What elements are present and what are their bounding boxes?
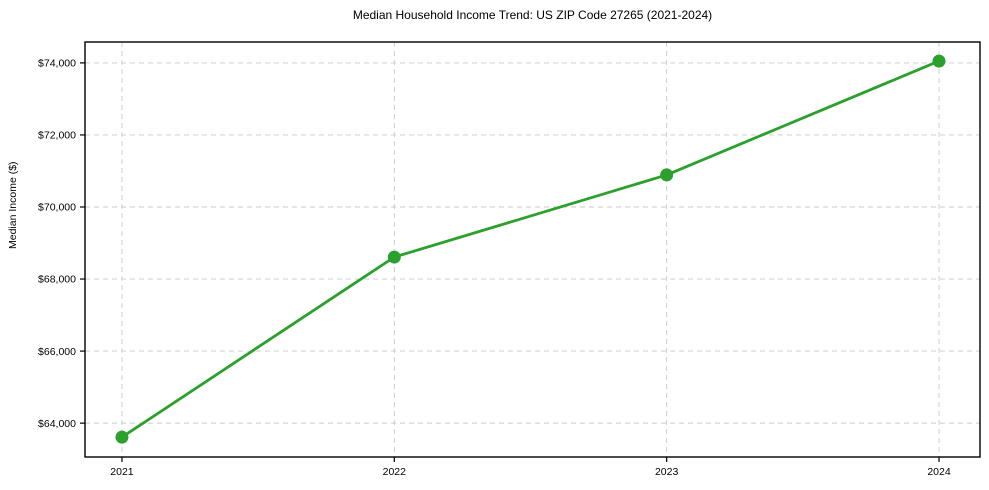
data-point-2022 <box>387 250 401 264</box>
trend-line <box>120 59 941 439</box>
x-tick-label: 2021 <box>110 466 134 478</box>
y-tick-label: $72,000 <box>38 130 76 142</box>
plot-border <box>84 41 981 458</box>
y-tick-label: $66,000 <box>38 346 76 358</box>
data-point-2024 <box>932 54 946 68</box>
y-tick-label: $70,000 <box>38 202 76 214</box>
y-tick-label: $68,000 <box>38 274 76 286</box>
chart-title: Median Household Income Trend: US ZIP Co… <box>352 8 713 22</box>
x-tick-label: 2023 <box>655 466 679 478</box>
data-point-2023 <box>660 168 674 182</box>
data-point-2021 <box>115 430 129 444</box>
x-tick-label: 2024 <box>927 466 951 478</box>
y-tick-label: $64,000 <box>38 418 76 430</box>
y-tick-label: $74,000 <box>38 58 76 70</box>
x-tick-label: 2022 <box>383 466 407 478</box>
